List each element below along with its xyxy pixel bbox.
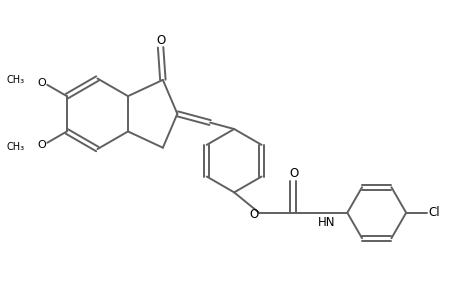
Text: O: O [37,78,45,88]
Text: O: O [156,34,165,46]
Text: CH₃: CH₃ [6,75,25,85]
Text: CH₃: CH₃ [6,142,25,152]
Text: O: O [37,140,45,150]
Text: O: O [289,167,298,180]
Text: HN: HN [318,216,335,229]
Text: Cl: Cl [428,206,440,219]
Text: O: O [248,208,257,221]
